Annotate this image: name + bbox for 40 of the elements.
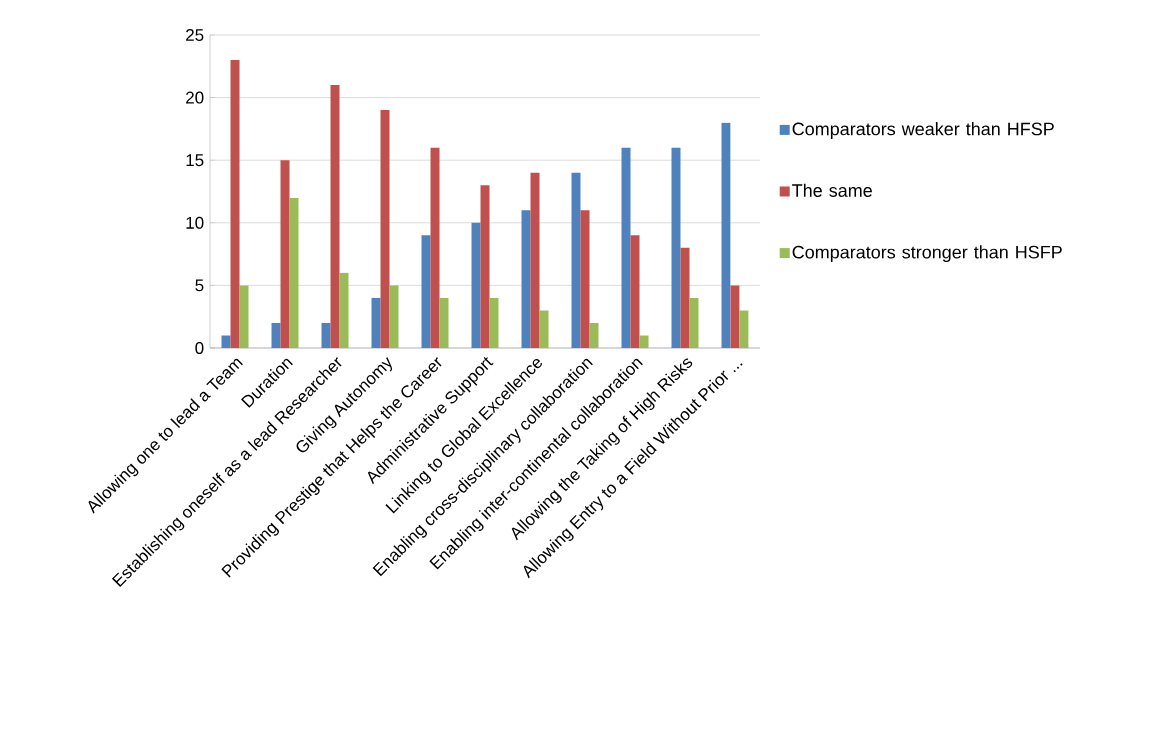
y-tick-label: 15 [186,154,204,167]
y-tick-label: 10 [186,216,204,229]
bar [271,322,281,348]
bar [571,172,581,348]
y-tick-label: 5 [195,279,204,292]
bar [430,147,440,348]
legend-label: Comparators weaker than HFSP [792,122,1054,139]
bar [739,310,749,348]
bar [371,297,381,348]
y-tick-label: 25 [186,28,204,42]
bar [221,335,231,348]
bar [471,222,481,348]
legend-label: Comparators stronger than HSFP [792,245,1062,263]
y-tick-label: 0 [195,341,204,355]
bar [230,60,240,348]
bar [530,172,540,348]
bar [689,297,699,348]
bar [580,210,590,348]
bar [539,310,549,348]
bar [439,297,449,348]
bar [280,160,290,348]
legend-label: The same [792,183,872,197]
bar [680,247,690,348]
bar [330,85,340,348]
bar [321,322,331,348]
bar [339,272,349,348]
bar [621,147,631,348]
bar [480,185,490,348]
bar [380,110,390,348]
bar [639,335,649,348]
bar [421,235,431,348]
bar [630,235,640,348]
bar [671,147,681,348]
bar [489,297,499,348]
bar [589,322,599,348]
bar [521,210,531,348]
bar [239,285,249,348]
bar [389,285,399,348]
y-tick-label: 20 [186,91,204,104]
bar [289,197,299,348]
